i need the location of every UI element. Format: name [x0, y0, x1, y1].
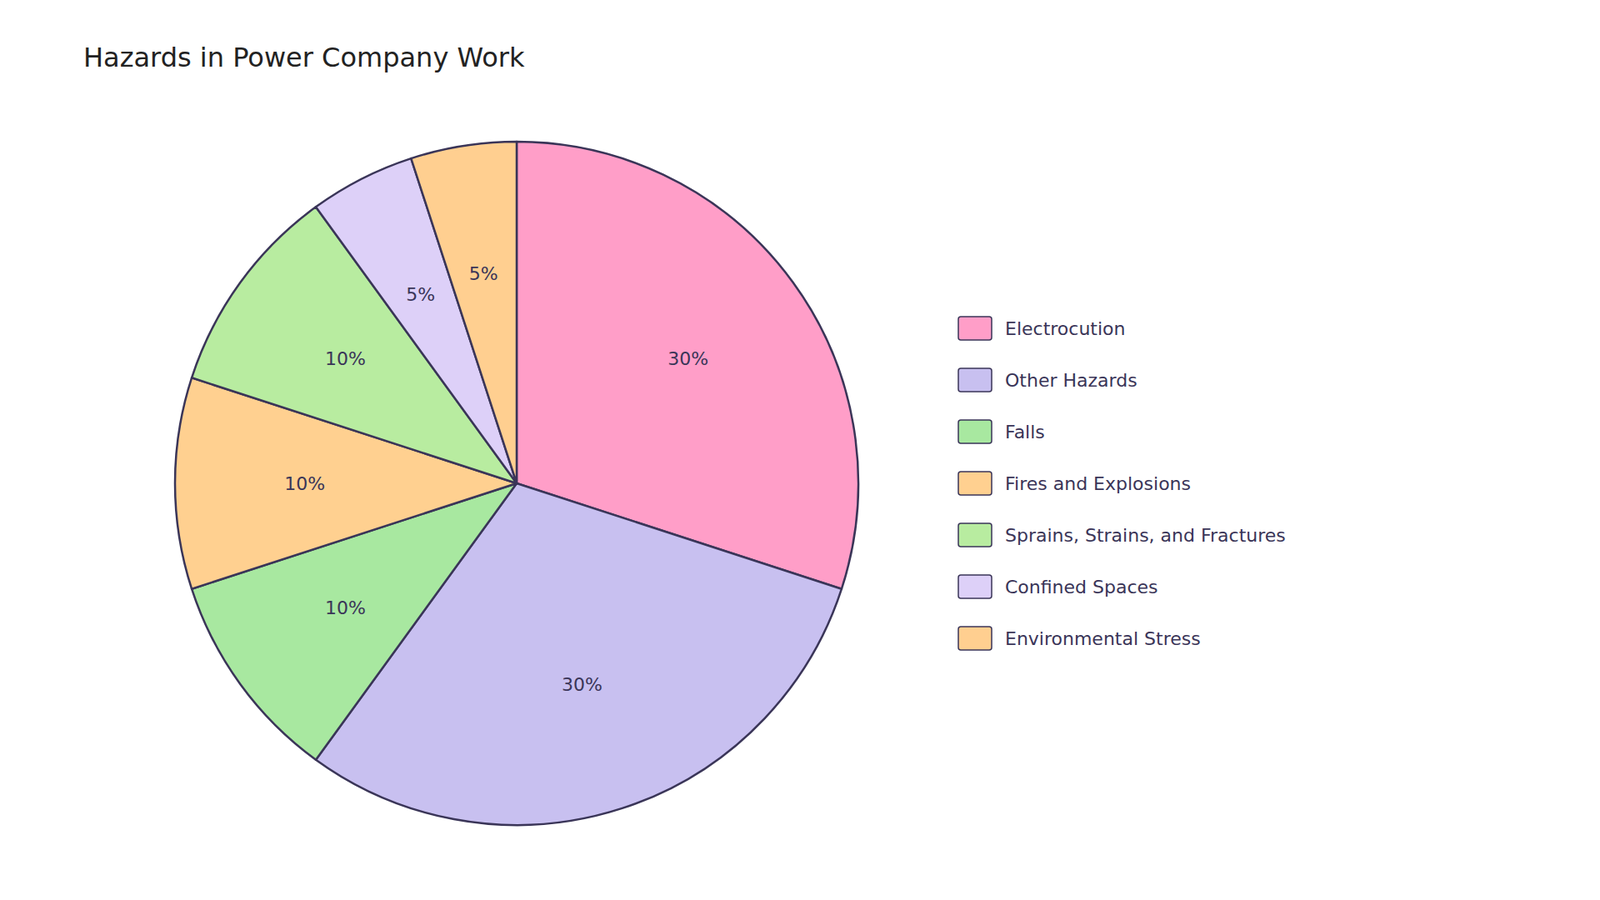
data-label: 5% — [405, 284, 435, 305]
legend-swatch — [958, 626, 992, 650]
legend-label: Confined Spaces — [1005, 576, 1159, 598]
data-label: 10% — [284, 473, 325, 495]
pie-slice — [410, 141, 517, 484]
legend-swatch — [958, 420, 992, 444]
background — [0, 0, 1600, 900]
legend-label: Other Hazards — [1005, 370, 1138, 391]
data-label: 30% — [561, 674, 603, 695]
legend-label: Environmental Stress — [1005, 628, 1201, 650]
legend-swatch — [958, 316, 992, 340]
legend-swatch — [958, 368, 992, 392]
title: Hazards in Power Company Work — [83, 41, 525, 74]
pie-labels: 30% 30% 10% 10% 10% 5% 5% — [284, 263, 709, 695]
pie-slices — [175, 141, 859, 825]
legend-swatch — [958, 471, 992, 495]
legend-swatch — [958, 575, 992, 599]
data-label: 10% — [325, 348, 366, 370]
legend-label: Falls — [1005, 421, 1045, 443]
legend: Electrocution Other Hazards Falls Fires and… — [958, 316, 1286, 650]
data-label: 30% — [667, 348, 709, 370]
data-label: 5% — [469, 263, 499, 285]
data-label: 10% — [325, 597, 366, 619]
legend-label: Sprains, Strains, and Fractures — [1005, 525, 1286, 546]
legend-swatch — [958, 523, 992, 547]
chart-svg: Hazards in Power Company Work 30% 30% 10% 10… — [0, 0, 1600, 900]
chart-container: Hazards in Power Company Work 30% 30% 10% 10… — [0, 0, 1600, 900]
legend-label: Electrocution — [1005, 318, 1125, 340]
legend-label: Fires and Explosions — [1005, 473, 1191, 495]
